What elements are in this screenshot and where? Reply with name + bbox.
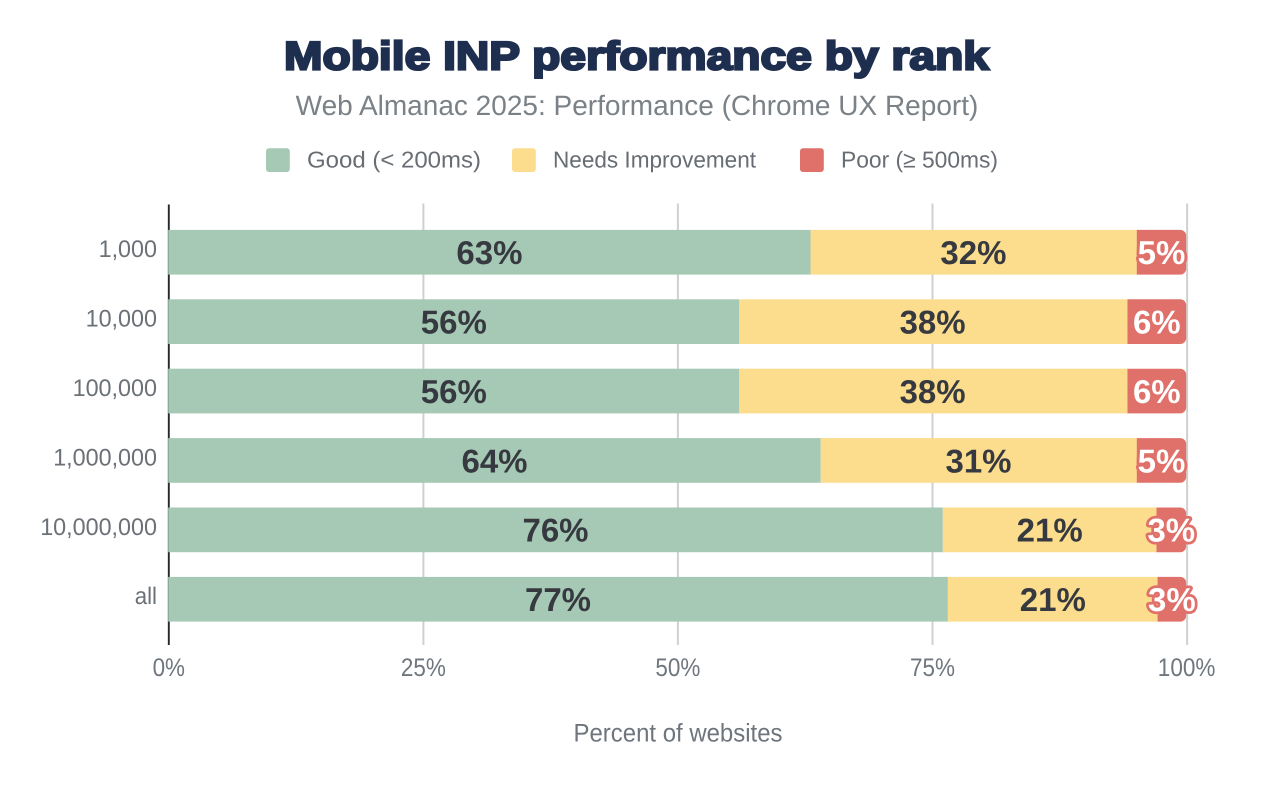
svg-text:6%: 6% [1133,373,1181,410]
svg-text:31%: 31% [945,442,1011,479]
svg-text:21%: 21% [1020,581,1086,618]
svg-text:Needs Improvement: Needs Improvement [553,146,757,172]
svg-text:Good (< 200ms): Good (< 200ms) [307,146,481,172]
svg-text:76%: 76% [522,512,588,549]
svg-text:32%: 32% [940,234,1006,271]
svg-text:3%: 3% [1148,581,1196,618]
svg-text:Percent of websites: Percent of websites [574,719,783,747]
svg-text:100%: 100% [1158,654,1216,682]
svg-text:0%: 0% [153,654,185,682]
svg-text:56%: 56% [421,373,487,410]
svg-text:Mobile INP performance by rank: Mobile INP performance by rank [284,35,990,79]
svg-text:38%: 38% [900,304,966,341]
svg-text:3%: 3% [1147,512,1195,549]
svg-text:10,000: 10,000 [86,306,157,333]
svg-text:all: all [135,583,157,610]
svg-text:77%: 77% [525,581,591,618]
svg-text:6%: 6% [1133,304,1181,341]
svg-text:75%: 75% [910,654,955,682]
svg-text:1,000: 1,000 [99,236,157,263]
svg-text:Web Almanac 2025: Performance: Web Almanac 2025: Performance (Chrome UX… [296,90,979,121]
svg-text:25%: 25% [401,654,446,682]
svg-text:63%: 63% [456,234,522,271]
svg-text:64%: 64% [461,442,527,479]
svg-text:21%: 21% [1017,512,1083,549]
svg-text:56%: 56% [421,304,487,341]
svg-text:Poor (≥ 500ms): Poor (≥ 500ms) [841,146,998,172]
svg-text:38%: 38% [900,373,966,410]
svg-text:50%: 50% [655,654,700,682]
svg-text:5%: 5% [1138,442,1186,479]
svg-text:100,000: 100,000 [73,375,157,402]
svg-text:5%: 5% [1138,234,1186,271]
svg-text:1,000,000: 1,000,000 [53,445,157,472]
svg-text:10,000,000: 10,000,000 [40,514,157,541]
